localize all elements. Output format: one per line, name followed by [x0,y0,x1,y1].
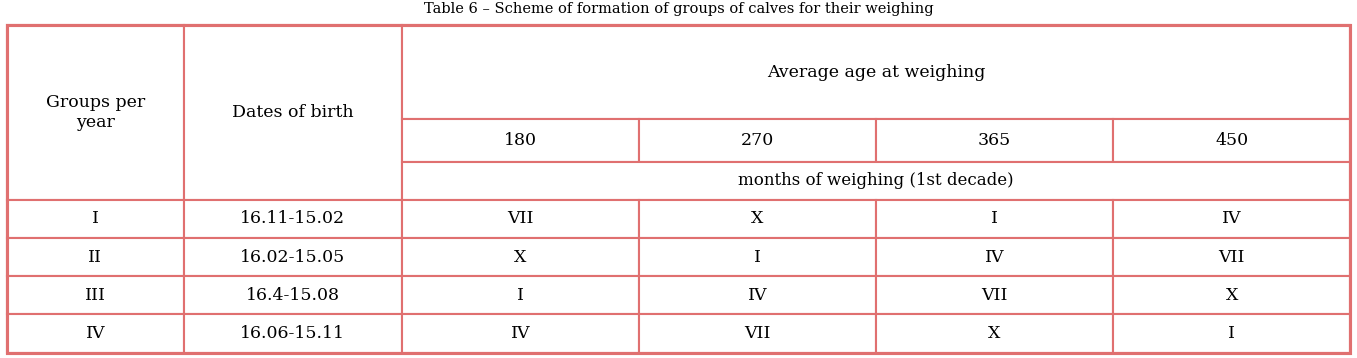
Text: II: II [88,248,102,266]
Bar [877,276,1113,314]
Text: VII: VII [508,211,533,227]
Text: X: X [988,325,1000,342]
Text: III: III [85,287,106,304]
Bar [185,25,402,200]
Text: X: X [514,248,527,266]
Text: I: I [1228,325,1235,342]
Bar [639,314,877,353]
Bar [402,238,639,276]
Text: IV: IV [985,248,1004,266]
Text: X: X [1225,287,1238,304]
Bar [7,200,185,238]
Bar [1113,276,1350,314]
Text: 450: 450 [1215,132,1248,149]
Bar [1113,238,1350,276]
Text: IV: IV [748,287,767,304]
Bar [877,119,1113,161]
Bar [402,161,1350,200]
Text: I: I [92,211,99,227]
Bar [7,25,185,200]
Bar [185,276,402,314]
Text: IV: IV [1221,211,1242,227]
Text: IV: IV [510,325,531,342]
Bar [7,238,185,276]
Text: months of weighing (1st decade): months of weighing (1st decade) [738,172,1014,189]
Text: 16.02-15.05: 16.02-15.05 [240,248,346,266]
Text: I: I [991,211,997,227]
Bar [877,238,1113,276]
Bar [185,238,402,276]
Bar [639,276,877,314]
Text: X: X [752,211,764,227]
Text: Groups per
year: Groups per year [46,94,145,131]
Text: VII: VII [1219,248,1244,266]
Bar [185,200,402,238]
Text: Dates of birth: Dates of birth [232,104,354,121]
Text: 365: 365 [978,132,1011,149]
Text: 180: 180 [503,132,537,149]
Bar [877,314,1113,353]
Text: VII: VII [744,325,771,342]
Bar [1113,119,1350,161]
Text: Table 6 – Scheme of formation of groups of calves for their weighing: Table 6 – Scheme of formation of groups … [423,2,934,16]
Bar [7,314,185,353]
Text: 16.4-15.08: 16.4-15.08 [246,287,341,304]
Text: Average age at weighing: Average age at weighing [767,64,985,81]
Bar [639,119,877,161]
Text: I: I [754,248,761,266]
Text: IV: IV [85,325,106,342]
Bar [185,314,402,353]
Bar [402,200,639,238]
Bar [402,119,639,161]
Bar [639,200,877,238]
Bar [639,238,877,276]
Text: 16.06-15.11: 16.06-15.11 [240,325,346,342]
Text: 270: 270 [741,132,773,149]
Bar [1113,200,1350,238]
Text: I: I [517,287,524,304]
Bar [1113,314,1350,353]
Bar [877,200,1113,238]
Bar [7,276,185,314]
Text: 16.11-15.02: 16.11-15.02 [240,211,346,227]
Bar [402,25,1350,119]
Bar [402,314,639,353]
Text: VII: VII [981,287,1008,304]
Bar [402,276,639,314]
